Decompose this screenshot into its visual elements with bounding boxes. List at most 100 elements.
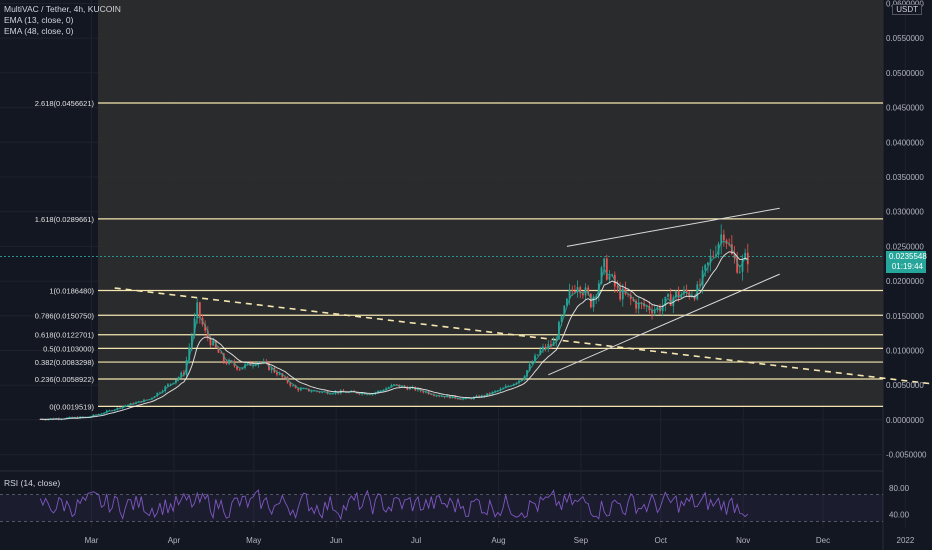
- candle-body: [108, 410, 111, 411]
- trendline: [114, 287, 932, 385]
- candle-body: [276, 372, 278, 375]
- last-price-tag: 0.0235548 01:19:44: [886, 251, 927, 273]
- time-axis[interactable]: Mar Apr May Jun Jul Aug Sep Oct Nov Dec 2022: [85, 536, 915, 545]
- fib-level-label: 0.618(0.0122701): [35, 331, 95, 340]
- candle-body: [196, 302, 199, 319]
- candle-body: [393, 384, 395, 386]
- candle-body: [228, 360, 230, 364]
- candle-body: [358, 393, 361, 395]
- x-tick-label: Jul: [411, 536, 421, 545]
- candle-body: [685, 289, 688, 293]
- candle-body: [212, 340, 215, 346]
- candle-body: [566, 298, 568, 306]
- bar-countdown: 01:19:44: [891, 262, 923, 271]
- candle-body: [451, 395, 454, 399]
- x-tick-label: Oct: [654, 536, 667, 545]
- candle-body: [246, 362, 249, 365]
- candle-body: [292, 385, 294, 387]
- candle-body: [680, 294, 683, 298]
- candle-body: [401, 385, 403, 388]
- x-tick-label: May: [246, 536, 261, 545]
- candle-body: [531, 362, 534, 365]
- y-tick-label: 0.0100000: [886, 346, 924, 355]
- candle-body: [169, 383, 172, 385]
- candle-body: [605, 258, 608, 280]
- rsi-line: [39, 489, 749, 521]
- candle-body: [624, 288, 627, 295]
- candle-body: [627, 294, 629, 295]
- candle-body: [520, 379, 523, 381]
- fib-retracement: 0(0.0019519) 0.236(0.0058922) 0.382(0.0083…: [35, 0, 883, 411]
- candle-body: [659, 307, 661, 312]
- candle-body: [707, 262, 709, 265]
- y-tick-label: 0.0150000: [886, 312, 924, 321]
- y-tick-label: -0.0050000: [886, 451, 927, 460]
- candle-body: [222, 353, 225, 362]
- x-tick-label: Nov: [736, 536, 750, 545]
- candle-body: [568, 289, 571, 299]
- y-tick-label: 0.0300000: [886, 208, 924, 217]
- candle-body: [592, 296, 595, 308]
- candle-body: [342, 390, 345, 392]
- ema-13-label[interactable]: EMA (13, close, 0): [4, 15, 74, 25]
- rsi-label[interactable]: RSI (14, close): [4, 478, 61, 488]
- candle-body: [209, 337, 212, 346]
- candle-body: [456, 398, 459, 400]
- candle-body: [132, 403, 135, 404]
- ema-13-line: [40, 240, 749, 421]
- fib-level-label: 0.382(0.0083298): [35, 358, 95, 367]
- candle-body: [119, 407, 121, 409]
- fib-level-label: 0.786(0.0150750): [35, 311, 95, 320]
- symbol-title[interactable]: MultiVAC / Tether, 4h, KUCOIN: [4, 4, 121, 14]
- indicator-legend: MultiVAC / Tether, 4h, KUCOIN EMA (13, c…: [4, 4, 121, 37]
- candle-body: [744, 252, 747, 260]
- price-axis[interactable]: 0.06000000.05500000.05000000.04500000.04…: [886, 0, 927, 460]
- candle-body: [539, 349, 542, 355]
- candle-body: [528, 364, 531, 371]
- rsi-pane: 80.00 40.00: [0, 484, 910, 522]
- candle-body: [238, 369, 241, 371]
- y-tick-label: 0.0550000: [886, 34, 924, 43]
- candle-body: [704, 264, 707, 271]
- candle-body: [675, 291, 677, 298]
- y-tick-label: 0.0200000: [886, 277, 924, 286]
- candle-body: [164, 386, 167, 391]
- trendlines: [0, 207, 932, 385]
- candle-body: [502, 387, 504, 389]
- candle-body: [526, 370, 528, 377]
- candle-body: [587, 287, 590, 294]
- x-tick-label: 2022: [897, 536, 915, 545]
- candle-body: [563, 305, 566, 316]
- candle-body: [736, 257, 739, 273]
- candle-body: [635, 300, 637, 309]
- candle-body: [180, 372, 183, 378]
- candle-body: [542, 346, 544, 350]
- ema-48-label[interactable]: EMA (48, close, 0): [4, 26, 74, 36]
- candle-body: [518, 380, 520, 383]
- candle-body: [677, 291, 680, 298]
- candle-body: [190, 335, 193, 348]
- candle-body: [297, 388, 300, 391]
- fib-level-label: 0.236(0.0058922): [35, 375, 95, 384]
- y-tick-label: 0.0500000: [886, 69, 924, 78]
- candle-body: [182, 372, 185, 375]
- candle-body: [310, 391, 313, 393]
- fib-zone: [98, 0, 883, 407]
- x-tick-label: Jun: [330, 536, 343, 545]
- candle-body: [544, 346, 547, 349]
- candle-body: [741, 259, 744, 272]
- candle-body: [217, 347, 220, 353]
- trendline: [548, 273, 780, 376]
- candle-body: [172, 382, 175, 384]
- candle-body: [300, 388, 302, 391]
- y-tick-label: 0.0050000: [886, 381, 924, 390]
- candle-body: [619, 287, 622, 300]
- currency-label[interactable]: USDT: [892, 4, 922, 15]
- candle-body: [534, 355, 536, 363]
- candle-body: [722, 234, 725, 241]
- candle-body: [536, 354, 539, 356]
- rsi-tick-label: 40.00: [889, 511, 910, 520]
- candle-body: [249, 362, 252, 366]
- fib-level-label: 1.618(0.0289661): [35, 215, 95, 224]
- candle-body: [167, 384, 169, 387]
